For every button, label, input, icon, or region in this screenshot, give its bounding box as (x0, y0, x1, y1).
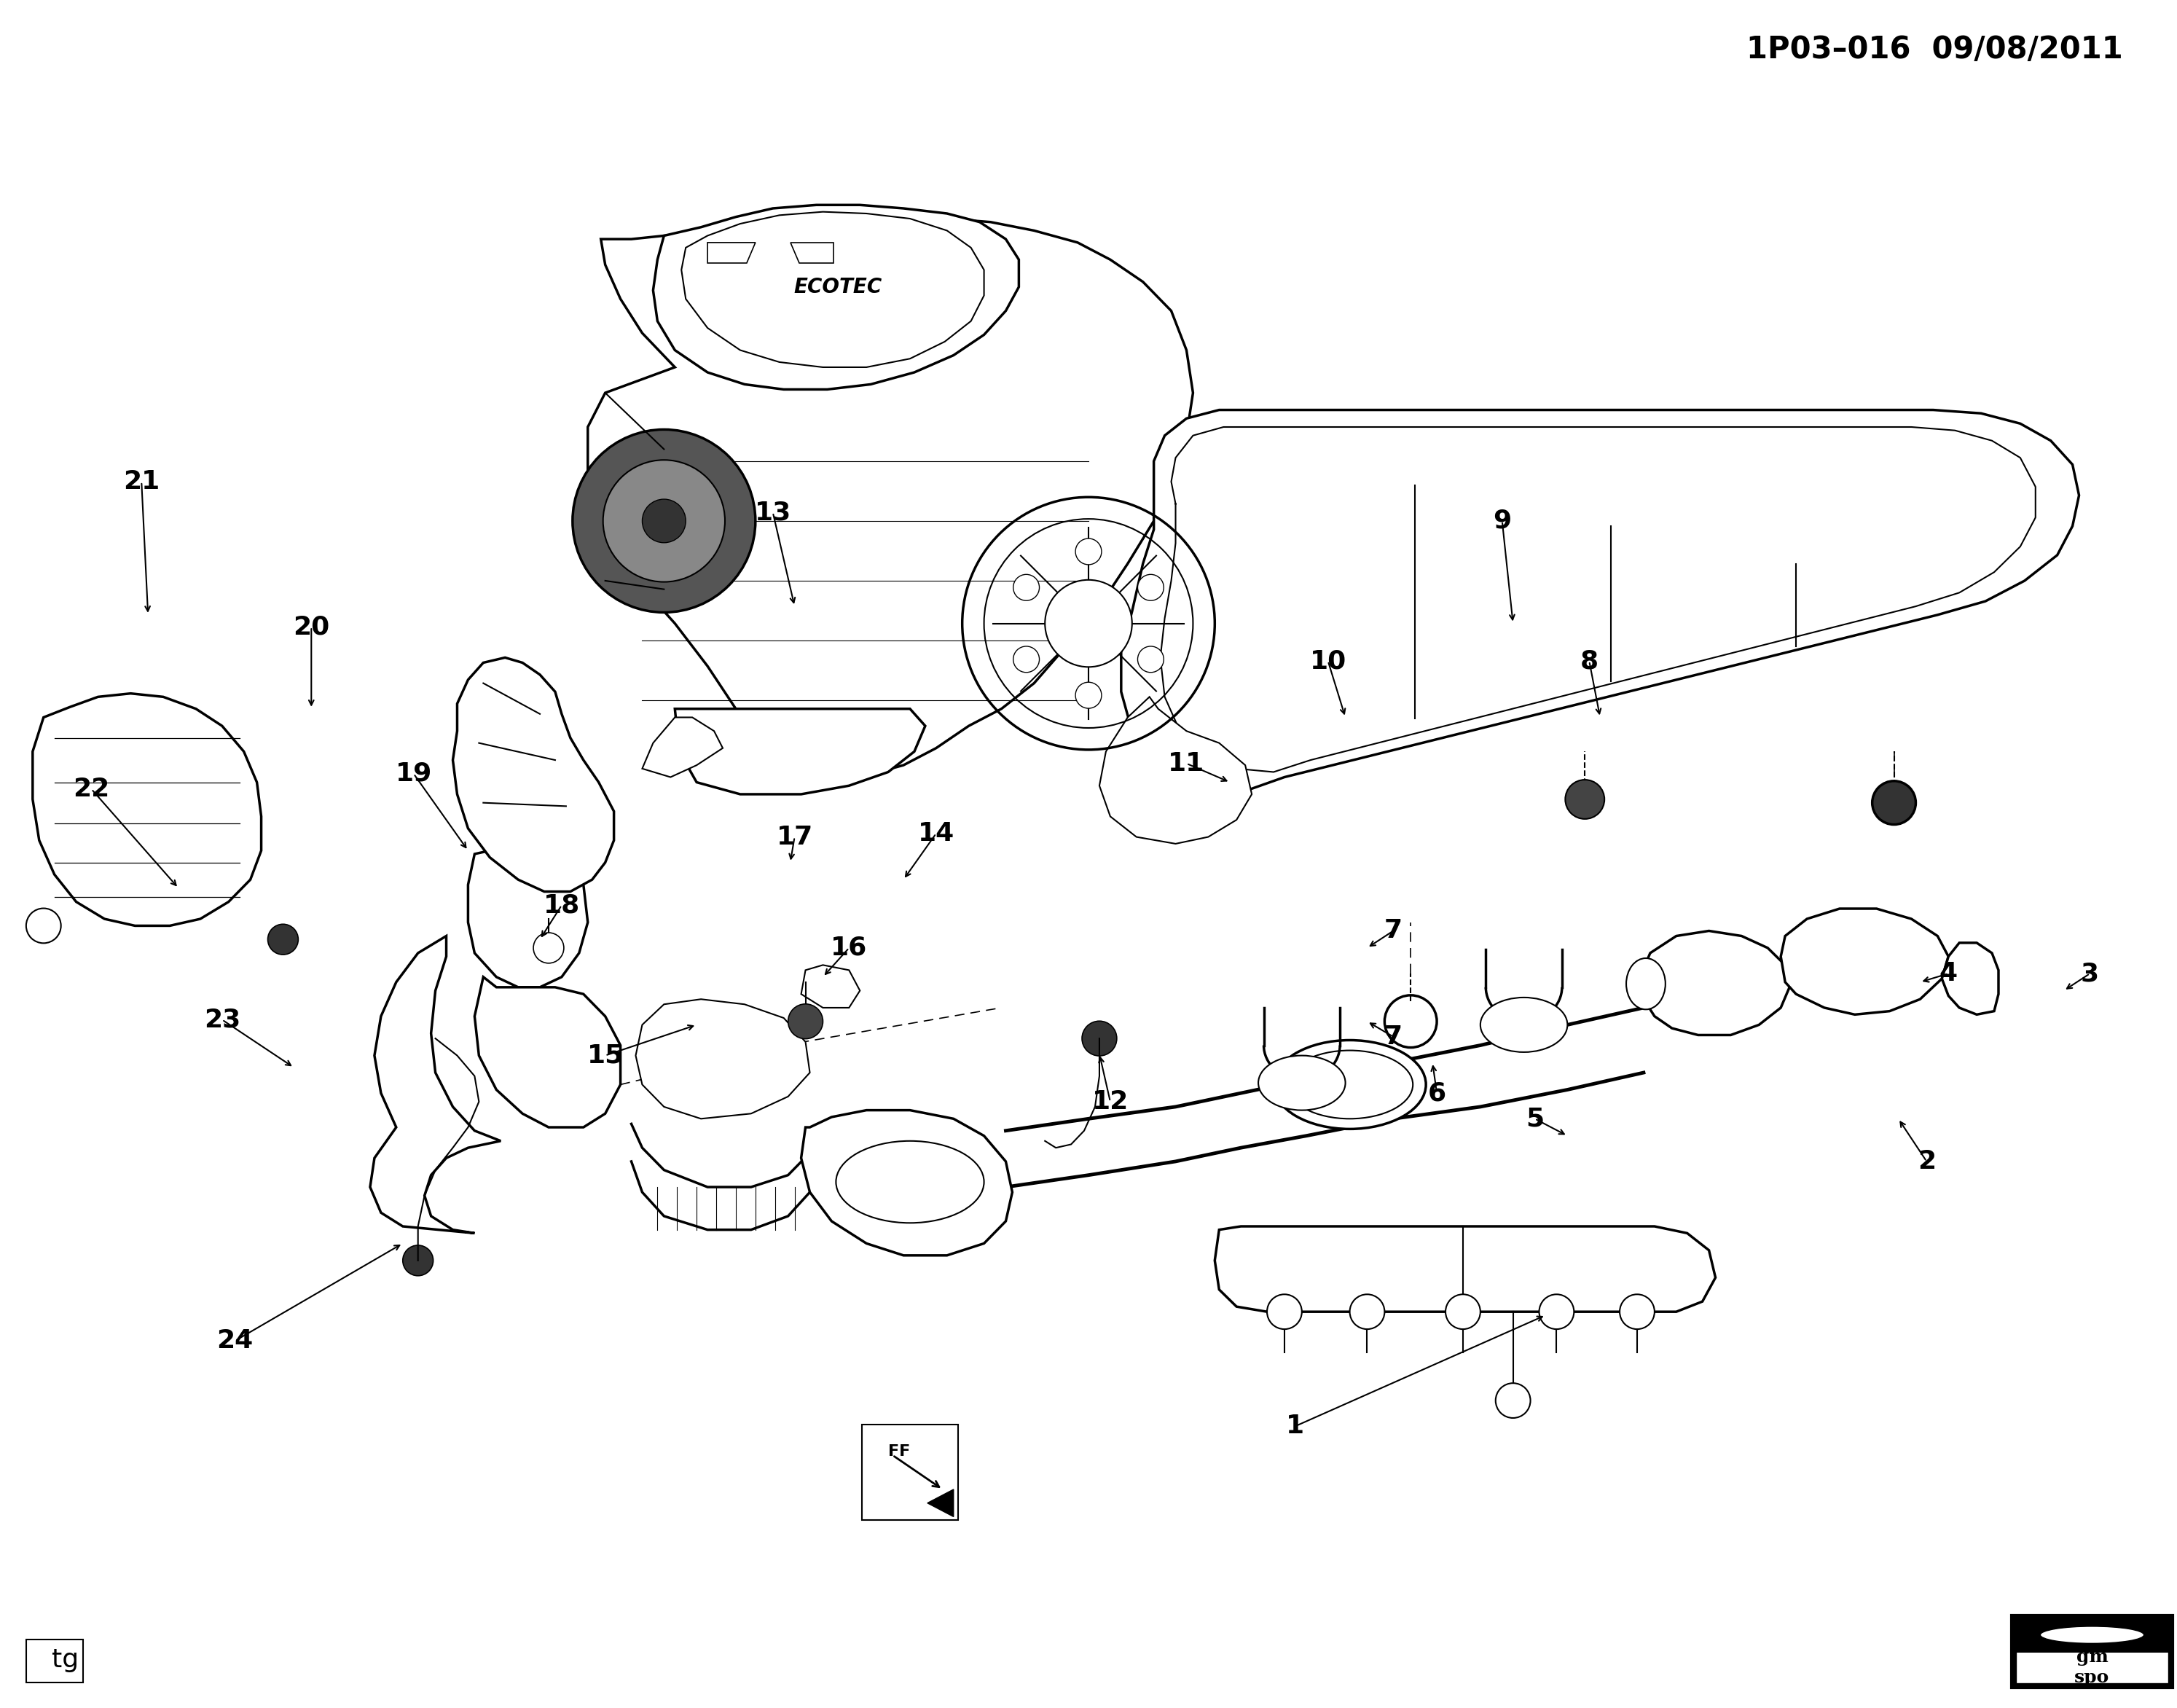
Polygon shape (1641, 931, 1789, 1035)
Text: 4: 4 (1940, 962, 1957, 986)
Circle shape (1139, 574, 1165, 601)
Text: 7: 7 (1385, 919, 1402, 943)
Circle shape (1045, 581, 1132, 666)
Text: 9: 9 (1493, 509, 1511, 533)
Text: 6: 6 (1428, 1081, 1446, 1105)
Polygon shape (468, 847, 588, 987)
Text: 12: 12 (1093, 1090, 1128, 1114)
Circle shape (1620, 1295, 1655, 1329)
Ellipse shape (1626, 958, 1665, 1009)
Circle shape (603, 459, 725, 582)
Polygon shape (636, 999, 810, 1119)
Circle shape (1539, 1295, 1574, 1329)
Text: 2: 2 (1918, 1149, 1935, 1173)
Circle shape (533, 933, 564, 963)
Polygon shape (1942, 943, 1998, 1015)
Ellipse shape (836, 1141, 984, 1223)
Polygon shape (1121, 410, 2079, 793)
Bar (2016, 1621, 2168, 1682)
FancyBboxPatch shape (26, 1640, 83, 1682)
Circle shape (1075, 681, 1102, 709)
Polygon shape (1215, 1226, 1715, 1312)
Text: 5: 5 (1526, 1107, 1543, 1131)
Text: 21: 21 (124, 470, 159, 494)
Polygon shape (790, 243, 834, 263)
Circle shape (26, 909, 61, 943)
Text: 17: 17 (777, 825, 812, 849)
Circle shape (1012, 646, 1038, 673)
Polygon shape (475, 977, 620, 1127)
Bar (2012, 1616, 2173, 1688)
Text: ECOTEC: ECOTEC (795, 277, 882, 297)
Circle shape (1565, 781, 1604, 818)
Circle shape (1139, 646, 1165, 673)
Circle shape (788, 1004, 823, 1038)
Polygon shape (801, 965, 860, 1008)
Text: 14: 14 (919, 822, 954, 845)
Circle shape (1872, 781, 1916, 825)
Polygon shape (681, 212, 984, 367)
Polygon shape (1781, 909, 1948, 1015)
Polygon shape (653, 205, 1019, 389)
Polygon shape (927, 1489, 954, 1517)
Text: 18: 18 (544, 893, 579, 917)
Polygon shape (708, 243, 755, 263)
Circle shape (573, 429, 755, 613)
Text: 13: 13 (755, 500, 790, 524)
Ellipse shape (1274, 1040, 1426, 1129)
Circle shape (1446, 1295, 1480, 1329)
Circle shape (1082, 1021, 1117, 1056)
Text: 11: 11 (1169, 752, 1204, 775)
Polygon shape (588, 219, 1193, 782)
Circle shape (403, 1245, 433, 1276)
Bar (862, 1424, 958, 1520)
Text: 20: 20 (294, 615, 329, 639)
Polygon shape (370, 936, 501, 1233)
Text: 8: 8 (1581, 649, 1598, 673)
Polygon shape (675, 709, 925, 794)
Ellipse shape (2040, 1626, 2144, 1643)
Text: 1: 1 (1287, 1414, 1304, 1438)
Circle shape (1267, 1295, 1302, 1329)
Text: 16: 16 (832, 936, 866, 960)
Ellipse shape (1480, 997, 1567, 1052)
Polygon shape (642, 717, 723, 777)
Polygon shape (33, 693, 261, 926)
Text: 24: 24 (218, 1329, 253, 1353)
Text: 19: 19 (396, 762, 431, 786)
Circle shape (1350, 1295, 1385, 1329)
Text: 22: 22 (74, 777, 109, 801)
Circle shape (1012, 574, 1038, 601)
Text: 3: 3 (2081, 962, 2099, 986)
Text: tg: tg (52, 1648, 78, 1672)
Ellipse shape (1258, 1056, 1345, 1110)
Polygon shape (1099, 697, 1252, 844)
Bar (2016, 1621, 2168, 1653)
Text: gm
spo: gm spo (2075, 1648, 2110, 1686)
Text: 1P03–016  09/08/2011: 1P03–016 09/08/2011 (1746, 34, 2123, 65)
Text: 23: 23 (205, 1008, 239, 1032)
Text: 15: 15 (588, 1044, 623, 1068)
Text: 10: 10 (1311, 649, 1345, 673)
Text: FF: FF (888, 1445, 910, 1459)
Circle shape (1075, 538, 1102, 565)
Text: 7: 7 (1385, 1025, 1402, 1049)
Ellipse shape (1287, 1050, 1413, 1119)
Circle shape (1496, 1383, 1530, 1418)
Polygon shape (453, 658, 614, 892)
Polygon shape (801, 1110, 1012, 1255)
Circle shape (268, 924, 298, 955)
Circle shape (642, 499, 686, 543)
